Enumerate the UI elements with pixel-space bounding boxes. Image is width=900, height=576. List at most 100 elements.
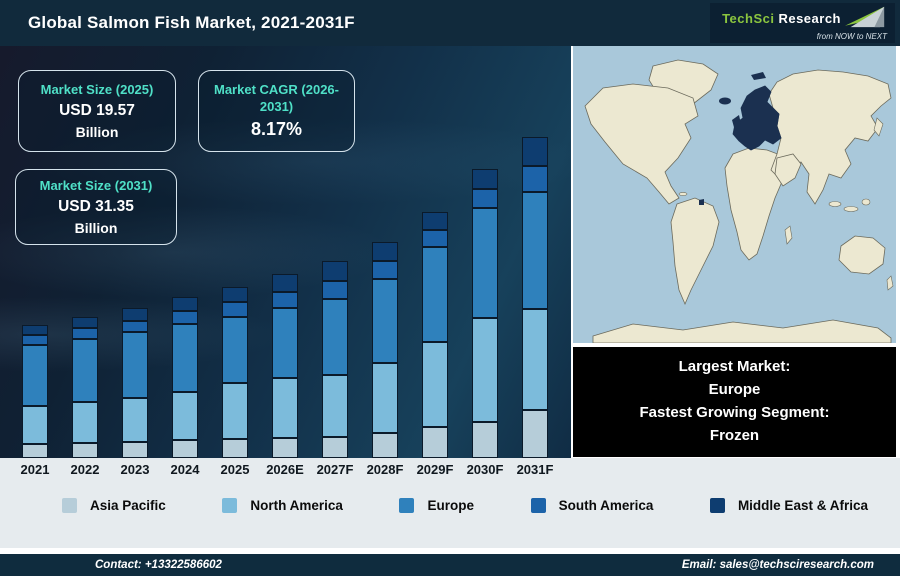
bar-2030f <box>472 169 498 458</box>
x-axis-labels: 2021 2022 2023 2024 2025 2026E 2027F 2028F 2029F… <box>21 462 554 477</box>
x-axis-label-text: 2022 <box>70 462 100 477</box>
bar-2022 <box>72 317 98 458</box>
bar-segment-south-america <box>222 302 248 317</box>
bar-segment-asia-pacific <box>72 443 98 458</box>
bar-segment-europe <box>222 317 248 383</box>
x-axis-label-text: 2024 <box>170 462 200 477</box>
bottom-band: 2021 2022 2023 2024 2025 2026E 2027F 2028F 2029F… <box>0 458 900 548</box>
bar-segment-north-america <box>522 309 548 410</box>
bar-segment-north-america <box>472 318 498 422</box>
stat-value: USD 31.35 <box>58 198 134 216</box>
logo-arrow-icon <box>845 6 885 28</box>
legend-label: Asia Pacific <box>90 498 166 513</box>
x-axis-label-2025: 2025 <box>221 462 250 477</box>
legend-swatch-middle-east-africa <box>709 498 725 513</box>
market-highlights-box: Largest Market: Europe Fastest Growing S… <box>573 347 896 457</box>
footer-contact: Contact: +13322586602 <box>95 559 222 571</box>
map-indonesia-2 <box>843 206 859 212</box>
largest-market-value: Europe <box>708 381 761 399</box>
bar-segment-europe <box>122 332 148 398</box>
bar-segment-europe <box>372 279 398 363</box>
bar-segment-north-america <box>172 392 198 440</box>
x-axis-label-text: 2028F <box>366 462 404 477</box>
x-axis-label-text: 2030F <box>466 462 504 477</box>
bar-segment-asia-pacific <box>272 438 298 458</box>
legend-item-south-america: South America <box>530 498 654 513</box>
bar-segment-asia-pacific <box>222 439 248 458</box>
world-map <box>573 46 896 343</box>
map-japan <box>873 117 884 137</box>
bar-segment-south-america <box>172 311 198 324</box>
bar-2023 <box>122 308 148 458</box>
legend-swatch-north-america <box>222 498 238 513</box>
bar-segment-asia-pacific <box>122 442 148 458</box>
bar-segment-north-america <box>272 378 298 438</box>
stat-title: Market CAGR (2026-2031) <box>214 82 339 114</box>
bar-segment-asia-pacific <box>172 440 198 458</box>
map-europe-highlight <box>732 85 782 151</box>
legend-swatch-europe <box>399 498 415 513</box>
x-axis-label-text: 2031F <box>516 462 554 477</box>
bar-2021 <box>22 325 48 458</box>
bar-2029f <box>422 212 448 458</box>
bar-2028f <box>372 242 398 458</box>
x-axis-label-2026e: 2026E <box>266 462 304 477</box>
x-axis-label-2021: 2021 <box>21 462 50 477</box>
bar-segment-middle-east-africa <box>272 274 298 292</box>
map-iceland-highlight <box>719 97 731 105</box>
map-arabia <box>774 153 802 187</box>
bar-segment-middle-east-africa <box>172 297 198 311</box>
bar-segment-south-america <box>22 335 48 345</box>
bar-segment-middle-east-africa <box>222 287 248 302</box>
bar-segment-north-america <box>372 363 398 433</box>
logo-brand-secondary: Research <box>778 10 841 26</box>
map-madagascar <box>784 225 793 245</box>
bar-segment-north-america <box>322 375 348 437</box>
map-svalbard-highlight <box>751 72 766 80</box>
bar-segment-middle-east-africa <box>122 308 148 321</box>
x-axis-label-2028f: 2028F <box>367 462 404 477</box>
map-new-zealand <box>886 275 894 291</box>
x-axis-label-2029f: 2029F <box>417 462 454 477</box>
legend-item-asia-pacific: Asia Pacific <box>62 498 166 513</box>
fastest-segment-label: Fastest Growing Segment: <box>639 404 830 421</box>
chart-legend: Asia Pacific North America Europe South Ame… <box>0 498 900 513</box>
map-asia <box>768 69 892 205</box>
bar-segment-north-america <box>22 406 48 444</box>
market-chart-panel: Market Size (2025) USD 19.57 Billion Mar… <box>0 46 573 458</box>
legend-swatch-asia-pacific <box>62 498 77 513</box>
bar-segment-middle-east-africa <box>72 317 98 328</box>
bar-segment-middle-east-africa <box>472 169 498 189</box>
legend-label: South America <box>558 498 654 513</box>
stat-value: 8.17% <box>250 118 303 139</box>
bar-segment-asia-pacific <box>422 427 448 458</box>
map-south-america <box>670 197 720 306</box>
logo-tagline: from NOW to NEXT <box>816 32 887 41</box>
bar-segment-south-america <box>122 321 148 332</box>
bar-2027f <box>322 261 348 458</box>
legend-swatch-south-america <box>530 498 546 513</box>
bar-segment-north-america <box>222 383 248 439</box>
map-caribbean <box>678 192 688 196</box>
techsci-logo: TechSci Research from NOW to NEXT <box>710 3 895 43</box>
bar-segment-south-america <box>372 261 398 279</box>
legend-label: Middle East & Africa <box>737 498 868 513</box>
stat-unit: Billion <box>74 220 118 237</box>
fastest-segment-value: Frozen <box>709 426 760 444</box>
stat-value: USD 19.57 <box>59 102 135 120</box>
x-axis-label-2030f: 2030F <box>467 462 504 477</box>
bar-segment-asia-pacific <box>322 437 348 458</box>
world-map-svg <box>573 46 896 343</box>
bar-2025 <box>222 287 248 458</box>
legend-label: North America <box>250 498 343 513</box>
bar-segment-europe <box>322 299 348 375</box>
bar-segment-europe <box>522 192 548 309</box>
x-axis-label-2031f: 2031F <box>517 462 554 477</box>
largest-market-label: Largest Market: <box>678 358 791 376</box>
map-australia <box>838 235 886 275</box>
page-title: Global Salmon Fish Market, 2021-2031F <box>28 13 355 32</box>
bars-row <box>22 137 548 458</box>
stat-unit: Billion <box>75 124 119 141</box>
bar-segment-europe <box>22 345 48 406</box>
legend-label: Europe <box>427 498 474 513</box>
